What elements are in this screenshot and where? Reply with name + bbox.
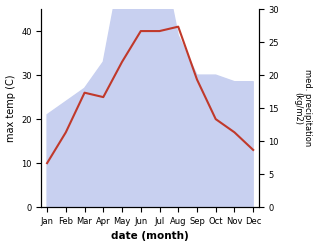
Y-axis label: max temp (C): max temp (C): [5, 74, 16, 142]
Y-axis label: med. precipitation
(kg/m2): med. precipitation (kg/m2): [293, 69, 313, 147]
X-axis label: date (month): date (month): [111, 231, 189, 242]
